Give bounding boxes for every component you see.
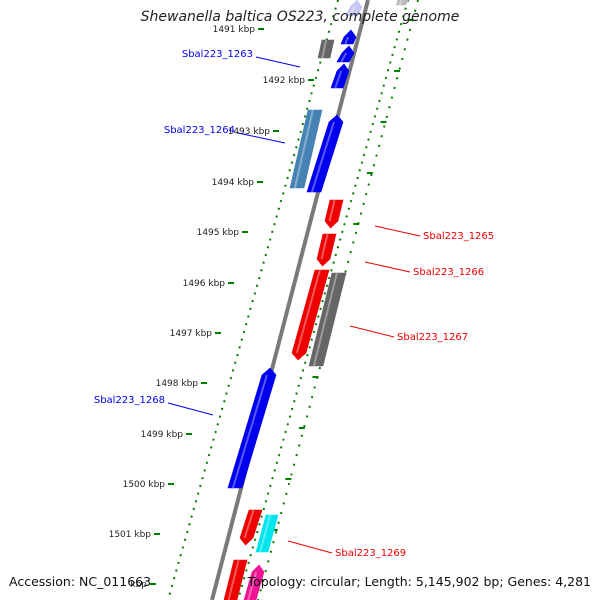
feature-blue-1263b-shade bbox=[340, 52, 348, 63]
gene-label-leader bbox=[255, 56, 301, 68]
feature-red-1267 bbox=[291, 269, 330, 361]
feature-blue-1268 bbox=[227, 367, 277, 489]
tick-label: kbp bbox=[130, 580, 147, 590]
tick-marks: 1491 kbp 1492 kbp 1493 kbp 1494 kbp 1495 kbp… bbox=[109, 19, 414, 590]
feature-magenta-bottom-shade bbox=[247, 571, 258, 600]
tick-label: 1500 kbp bbox=[123, 480, 166, 490]
tick-label: 1501 kbp bbox=[109, 530, 152, 540]
feature-gray-1267 bbox=[308, 272, 347, 367]
feature-blue-1263a bbox=[340, 29, 357, 45]
feature-blue-1263c bbox=[330, 63, 350, 89]
gene-label-leader bbox=[374, 225, 421, 237]
feature-cyan-1269 bbox=[255, 514, 279, 553]
tick-label: 1497 kbp bbox=[170, 329, 213, 339]
feature-red-1269 bbox=[239, 509, 263, 546]
gene-labels: Sbal223_1263 Sbal223_1264 Sbal223_1265 Sbal… bbox=[94, 49, 494, 559]
gene-label-leader bbox=[237, 132, 286, 144]
genome-backbone bbox=[210, 0, 370, 600]
feature-red-1266 bbox=[316, 233, 337, 267]
tick-label: 1491 kbp bbox=[213, 25, 256, 35]
feature-blue-1263c-shade bbox=[334, 70, 343, 89]
feature-magenta-bottom bbox=[243, 564, 265, 600]
gene-label-leader bbox=[364, 261, 411, 273]
gene-label[interactable]: Sbal223_1268 bbox=[94, 395, 165, 406]
map-title: Shewanella baltica OS223, complete genom… bbox=[140, 9, 460, 25]
feature-faded-gray-shade bbox=[398, 0, 403, 6]
feature-cyan-1269-shade bbox=[259, 514, 272, 553]
gene-label-leader bbox=[349, 325, 395, 338]
feature-faded-blue-shade bbox=[349, 6, 356, 17]
gene-label[interactable]: Sbal223_1263 bbox=[182, 49, 253, 60]
gene-label[interactable]: Sbal223_1269 bbox=[335, 548, 406, 559]
gene-label[interactable]: Sbal223_1265 bbox=[423, 231, 494, 242]
feature-red-1269-shade bbox=[243, 509, 255, 539]
feature-gray-1267-shade bbox=[312, 272, 338, 367]
gene-label[interactable]: Sbal223_1267 bbox=[397, 332, 468, 343]
accession-text: Accession: NC_011663 bbox=[9, 574, 152, 589]
gene-label-leader bbox=[287, 540, 333, 554]
feature-red-1267-shade bbox=[295, 269, 321, 354]
tick-label: 1493 kbp bbox=[228, 127, 271, 137]
tick-label: 1494 kbp bbox=[212, 178, 255, 188]
tick-label: 1495 kbp bbox=[197, 228, 240, 238]
feature-steelblue-1264 bbox=[289, 109, 323, 189]
feature-blue-1263a-shade bbox=[344, 36, 350, 45]
feature-red-bottom-shade bbox=[227, 559, 240, 600]
gene-label[interactable]: Sbal223_1266 bbox=[413, 267, 484, 278]
tick-label: 1496 kbp bbox=[183, 279, 226, 289]
genome-summary-text: Topology: circular; Length: 5,145,902 bp… bbox=[247, 574, 591, 589]
tick-label: 1498 kbp bbox=[156, 379, 199, 389]
feature-faded-blue bbox=[345, 0, 363, 17]
feature-red-bottom bbox=[223, 559, 248, 600]
gene-label[interactable]: Sbal223_1264 bbox=[164, 125, 235, 136]
feature-blue-1268-shade bbox=[231, 374, 268, 489]
outer-dotted-track bbox=[237, 0, 409, 600]
gene-features bbox=[223, 0, 409, 600]
feature-faded-gray bbox=[395, 0, 409, 6]
feature-gray-1263a-shade bbox=[321, 39, 328, 59]
feature-red-1265-shade bbox=[328, 199, 336, 222]
feature-gray-1263a bbox=[317, 39, 335, 59]
feature-blue-1264 bbox=[306, 114, 344, 193]
gene-label-leader bbox=[167, 402, 214, 416]
feature-blue-1264-shade bbox=[310, 121, 335, 193]
feature-blue-1263b bbox=[336, 45, 355, 63]
tick-label: 1499 kbp bbox=[141, 430, 184, 440]
tick-label: 1492 kbp bbox=[263, 76, 306, 86]
feature-red-1266-shade bbox=[320, 233, 329, 260]
feature-steelblue-1264-shade bbox=[293, 109, 314, 189]
feature-red-1265 bbox=[324, 199, 344, 229]
